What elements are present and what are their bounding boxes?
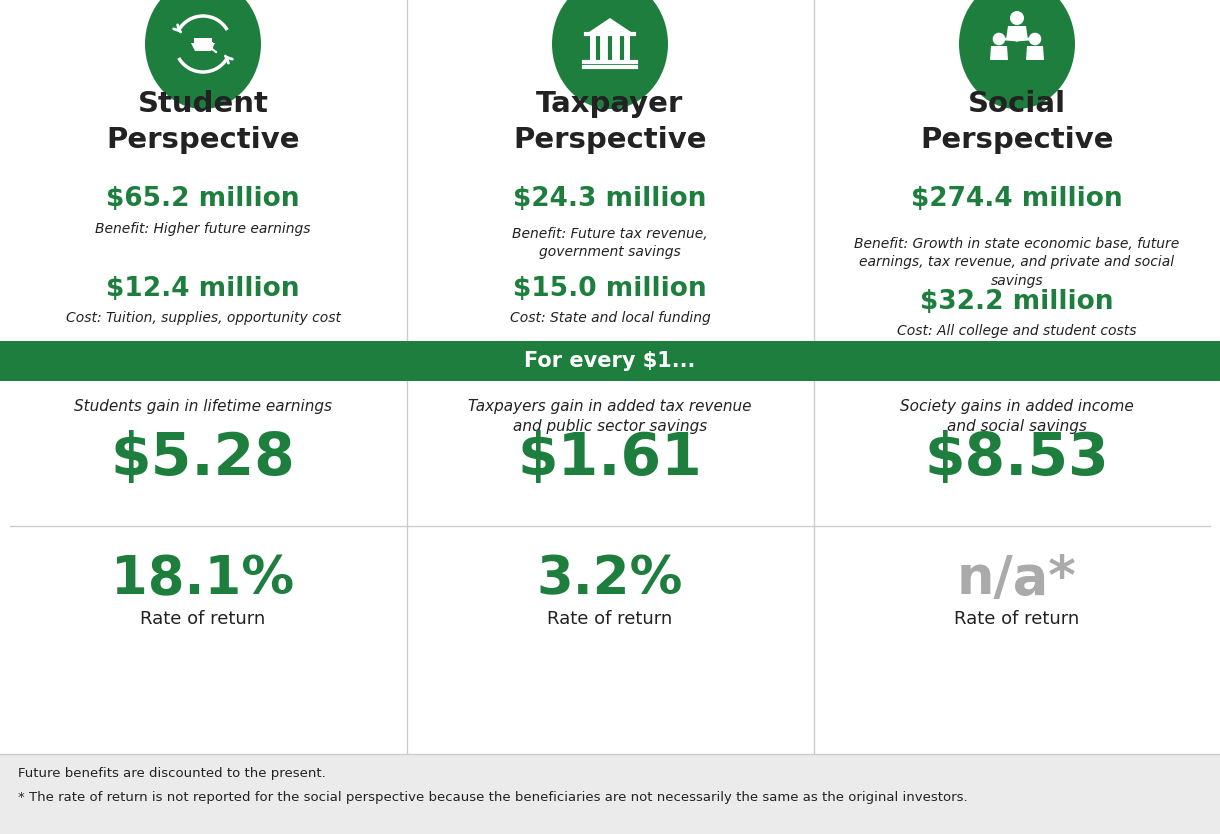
FancyBboxPatch shape xyxy=(0,754,1220,834)
Text: 18.1%: 18.1% xyxy=(111,553,294,605)
FancyBboxPatch shape xyxy=(590,34,630,62)
Text: $1.61: $1.61 xyxy=(517,430,703,486)
Polygon shape xyxy=(192,43,215,51)
Text: Rate of return: Rate of return xyxy=(954,610,1080,628)
Ellipse shape xyxy=(145,0,261,109)
Text: Benefit: Growth in state economic base, future
earnings, tax revenue, and privat: Benefit: Growth in state economic base, … xyxy=(854,237,1180,288)
Text: Cost: State and local funding: Cost: State and local funding xyxy=(510,311,710,325)
Ellipse shape xyxy=(1010,11,1024,25)
Text: $5.28: $5.28 xyxy=(111,430,295,486)
Text: n/a*: n/a* xyxy=(956,553,1077,605)
Text: Cost: Tuition, supplies, opportunity cost: Cost: Tuition, supplies, opportunity cos… xyxy=(66,311,340,325)
Text: Future benefits are discounted to the present.: Future benefits are discounted to the pr… xyxy=(18,767,326,781)
Ellipse shape xyxy=(551,0,669,109)
Text: Society gains in added income
and social savings: Society gains in added income and social… xyxy=(900,399,1133,434)
Polygon shape xyxy=(989,46,1008,60)
Text: For every $1...: For every $1... xyxy=(525,351,695,371)
Ellipse shape xyxy=(1028,33,1042,45)
Polygon shape xyxy=(194,38,212,43)
Ellipse shape xyxy=(993,33,1005,45)
Text: Benefit: Future tax revenue,
government savings: Benefit: Future tax revenue, government … xyxy=(512,227,708,259)
Polygon shape xyxy=(1006,26,1028,40)
Text: $12.4 million: $12.4 million xyxy=(106,276,300,302)
Text: Rate of return: Rate of return xyxy=(140,610,266,628)
Text: $274.4 million: $274.4 million xyxy=(911,186,1122,212)
Text: $24.3 million: $24.3 million xyxy=(514,186,706,212)
Text: Cost: All college and student costs: Cost: All college and student costs xyxy=(897,324,1137,338)
Text: * The rate of return is not reported for the social perspective because the bene: * The rate of return is not reported for… xyxy=(18,791,967,805)
Text: $15.0 million: $15.0 million xyxy=(514,276,706,302)
Text: Taxpayers gain in added tax revenue
and public sector savings: Taxpayers gain in added tax revenue and … xyxy=(468,399,752,434)
Text: $8.53: $8.53 xyxy=(925,430,1109,486)
Text: Students gain in lifetime earnings: Students gain in lifetime earnings xyxy=(74,399,332,414)
Polygon shape xyxy=(1026,46,1044,60)
Ellipse shape xyxy=(959,0,1075,109)
Text: Taxpayer
Perspective: Taxpayer Perspective xyxy=(514,90,706,153)
FancyBboxPatch shape xyxy=(0,341,1220,381)
Text: Student
Perspective: Student Perspective xyxy=(106,90,300,153)
Text: $32.2 million: $32.2 million xyxy=(920,289,1114,315)
Text: Social
Perspective: Social Perspective xyxy=(920,90,1114,153)
Polygon shape xyxy=(586,18,634,34)
Text: 3.2%: 3.2% xyxy=(537,553,683,605)
Text: Rate of return: Rate of return xyxy=(548,610,672,628)
Text: Benefit: Higher future earnings: Benefit: Higher future earnings xyxy=(95,222,311,236)
Text: $65.2 million: $65.2 million xyxy=(106,186,300,212)
